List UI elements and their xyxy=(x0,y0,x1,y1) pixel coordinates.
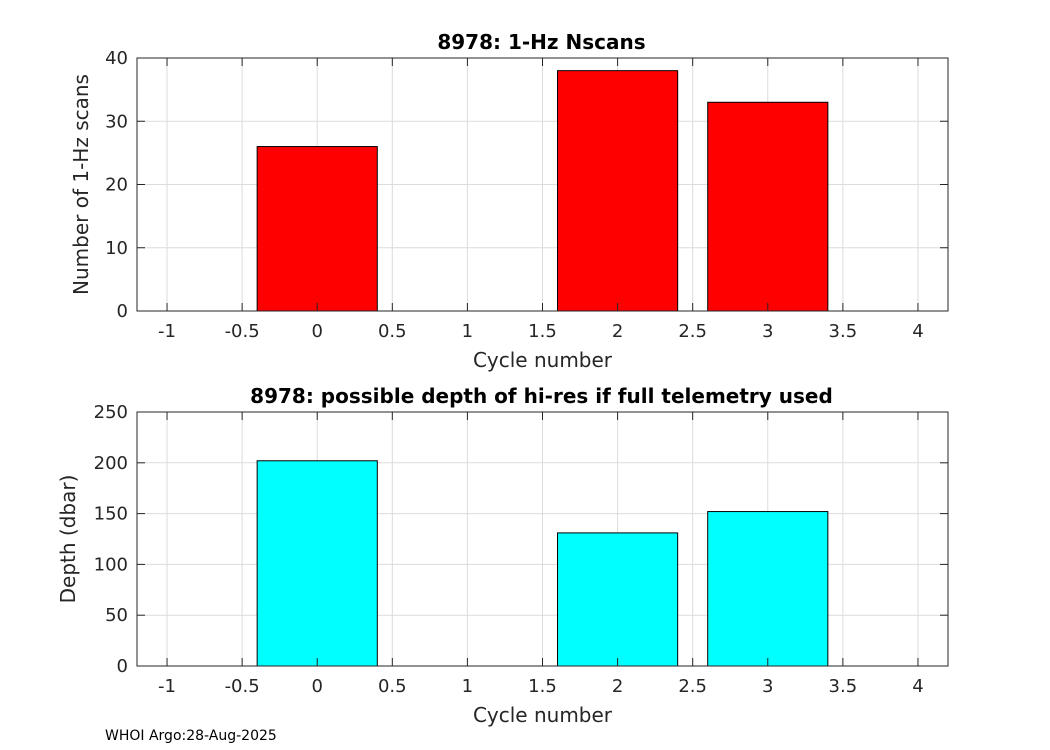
chart-title: 8978: 1-Hz Nscans xyxy=(437,30,645,54)
y-axis-label: Depth (dbar) xyxy=(56,475,80,604)
x-axis-label: Cycle number xyxy=(473,348,613,372)
x-tick-label: 1.5 xyxy=(528,676,557,697)
y-tick-label: 20 xyxy=(105,175,128,196)
footer-text: WHOI Argo:28-Aug-2025 xyxy=(105,728,277,744)
y-tick-label: 0 xyxy=(117,301,128,322)
y-tick-label: 200 xyxy=(94,453,128,474)
x-tick-label: 0.5 xyxy=(378,321,407,342)
bar xyxy=(707,101,829,312)
x-tick-label: 0.5 xyxy=(378,676,407,697)
x-axis-label: Cycle number xyxy=(473,703,613,727)
bar xyxy=(557,70,679,312)
x-tick-label: 0 xyxy=(311,321,322,342)
x-tick-label: -0.5 xyxy=(225,676,260,697)
x-tick-label: 3 xyxy=(762,676,773,697)
chart-title: 8978: possible depth of hi-res if full t… xyxy=(250,384,833,408)
y-tick-label: 250 xyxy=(94,402,128,423)
x-tick-label: 1.5 xyxy=(528,321,557,342)
y-tick-label: 0 xyxy=(117,656,128,677)
y-tick-label: 100 xyxy=(94,554,128,575)
bar xyxy=(557,532,679,667)
x-tick-label: -1 xyxy=(158,676,176,697)
x-tick-label: 1 xyxy=(462,321,473,342)
x-tick-label: 2.5 xyxy=(678,321,707,342)
x-tick-label: -0.5 xyxy=(225,321,260,342)
x-tick-label: 4 xyxy=(912,321,923,342)
x-tick-label: -1 xyxy=(158,321,176,342)
x-tick-label: 1 xyxy=(462,676,473,697)
bar xyxy=(256,460,378,667)
y-axis-label: Number of 1-Hz scans xyxy=(69,74,93,295)
x-tick-label: 3.5 xyxy=(829,321,858,342)
y-tick-label: 10 xyxy=(105,238,128,259)
y-tick-label: 40 xyxy=(105,48,128,69)
x-tick-label: 2 xyxy=(612,321,623,342)
x-tick-label: 2 xyxy=(612,676,623,697)
x-tick-label: 3.5 xyxy=(829,676,858,697)
x-tick-label: 3 xyxy=(762,321,773,342)
bar xyxy=(256,146,378,312)
y-tick-label: 50 xyxy=(105,605,128,626)
bar xyxy=(707,511,829,667)
y-tick-label: 150 xyxy=(94,504,128,525)
y-tick-label: 30 xyxy=(105,111,128,132)
x-tick-label: 4 xyxy=(912,676,923,697)
x-tick-label: 2.5 xyxy=(678,676,707,697)
x-tick-label: 0 xyxy=(311,676,322,697)
